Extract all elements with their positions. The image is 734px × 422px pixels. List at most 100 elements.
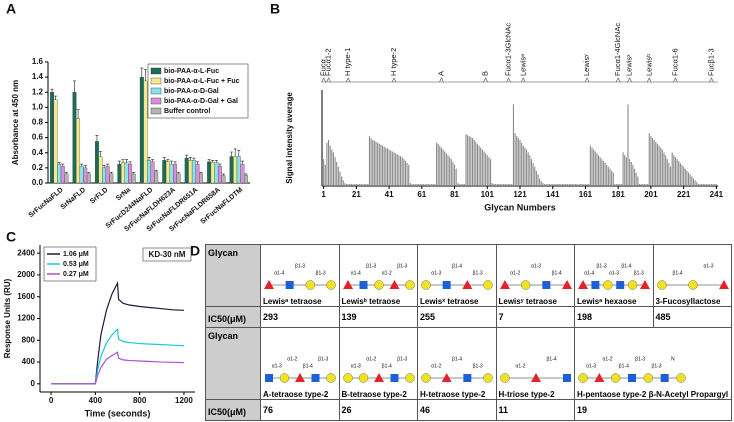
bar: [105, 166, 110, 184]
error-bar: [222, 173, 226, 176]
bar: [354, 184, 356, 186]
bar: [326, 142, 328, 186]
bar: [537, 174, 539, 186]
bar: [694, 180, 696, 186]
bar: [686, 170, 688, 186]
bar: [465, 134, 467, 186]
bar: [450, 159, 452, 186]
line-series: [51, 351, 184, 385]
glycan-name: Lewisʸ tetraose: [498, 297, 557, 306]
fucose: [530, 373, 541, 382]
bar: [498, 184, 500, 186]
bar: [596, 153, 598, 186]
ic50-value: 11: [495, 399, 575, 421]
bar: [377, 142, 379, 186]
y-tick-label: 1.4: [32, 72, 44, 81]
bar: [707, 184, 709, 186]
bar: [429, 184, 431, 186]
linkage: β1-3: [473, 270, 483, 276]
galactose: [627, 280, 638, 290]
x-tick-label: 400: [89, 396, 103, 405]
bar: [539, 178, 541, 186]
error-bar: [95, 135, 99, 142]
bar: [669, 166, 672, 186]
bar: [681, 164, 683, 186]
bar: [543, 184, 546, 186]
fucose: [264, 280, 274, 289]
error-bar: [244, 173, 248, 176]
bar: [398, 155, 400, 186]
bar: [50, 92, 54, 184]
bar: [352, 184, 354, 186]
annotation: Fucβ1-3: [706, 48, 715, 76]
linkage: β1-3: [597, 263, 607, 269]
error-bar: [177, 172, 181, 174]
glycan-cell: β1-4 α1-3 3-Fucosyllactose: [652, 244, 732, 307]
bar: [517, 138, 519, 186]
bracket-notch: [345, 77, 351, 83]
bar: [445, 153, 447, 186]
bar: [375, 141, 377, 186]
bar: [655, 141, 657, 186]
bar: [527, 152, 529, 186]
bar: [368, 136, 371, 186]
error-bar: [121, 159, 125, 163]
glycan-cell: α1-3 β1-4 β1-3 Lewisˣ tetraose: [417, 244, 497, 307]
y-tick-label: 1200: [17, 314, 35, 323]
ic50-value: 293: [260, 306, 340, 328]
bar: [169, 163, 174, 184]
row-header: Glycan: [205, 327, 261, 400]
bar: [355, 184, 357, 186]
glycan-icon: α1-3 α1-2 β1-4 β1-3 β1-3 N: [578, 356, 686, 383]
error-bar: [218, 163, 222, 167]
annotation: KD-30 nM: [149, 250, 186, 259]
galactose: [603, 280, 613, 290]
bar: [678, 161, 680, 186]
fucose: [295, 373, 305, 382]
error-bar: [199, 172, 203, 174]
bar: [349, 184, 351, 186]
glycan-cell: α1-3 α1-2 β1-4 β1-3 B-tetraose type-2: [338, 327, 418, 400]
linkage: α1-3: [703, 263, 713, 269]
bar: [478, 145, 480, 186]
legend-swatch: [150, 87, 162, 95]
bar: [350, 184, 353, 186]
glycan-cell: α1-3 α1-2 β1-4 β1-3 A-tetraose type-2: [260, 327, 340, 400]
error-bar: [195, 161, 199, 165]
bar: [547, 184, 549, 186]
bar: [632, 164, 634, 186]
bracket-notch: [615, 77, 621, 83]
bar: [336, 162, 338, 186]
bar: [64, 173, 69, 184]
galactose: [687, 280, 698, 290]
error-bar: [214, 160, 218, 163]
bar: [699, 184, 701, 186]
galactose: [656, 280, 667, 290]
y-tick-label: 0.0: [32, 178, 44, 187]
x-tick-label: 141: [546, 190, 560, 199]
error-bar: [169, 160, 173, 165]
bar: [386, 148, 389, 186]
y-tick-label: 1.6: [32, 57, 44, 66]
bar: [370, 138, 372, 186]
bar: [191, 160, 196, 184]
bar: [422, 184, 425, 186]
bar: [139, 76, 144, 184]
bar: [344, 183, 346, 186]
bar: [709, 184, 711, 186]
y-axis-label: Response Units (RU): [3, 278, 12, 358]
glcnac: [311, 374, 320, 382]
bar: [624, 155, 626, 186]
bar: [687, 172, 690, 186]
bar: [671, 152, 673, 186]
fucose: [441, 373, 452, 382]
bar: [408, 164, 410, 186]
bar: [615, 184, 618, 186]
bar: [431, 184, 433, 186]
linkage: N: [671, 356, 675, 362]
ic50-value: 19: [574, 399, 732, 421]
y-axis-label: Absorbance at 450 nm: [11, 80, 20, 165]
bar: [434, 184, 436, 186]
galactose: [421, 373, 431, 383]
